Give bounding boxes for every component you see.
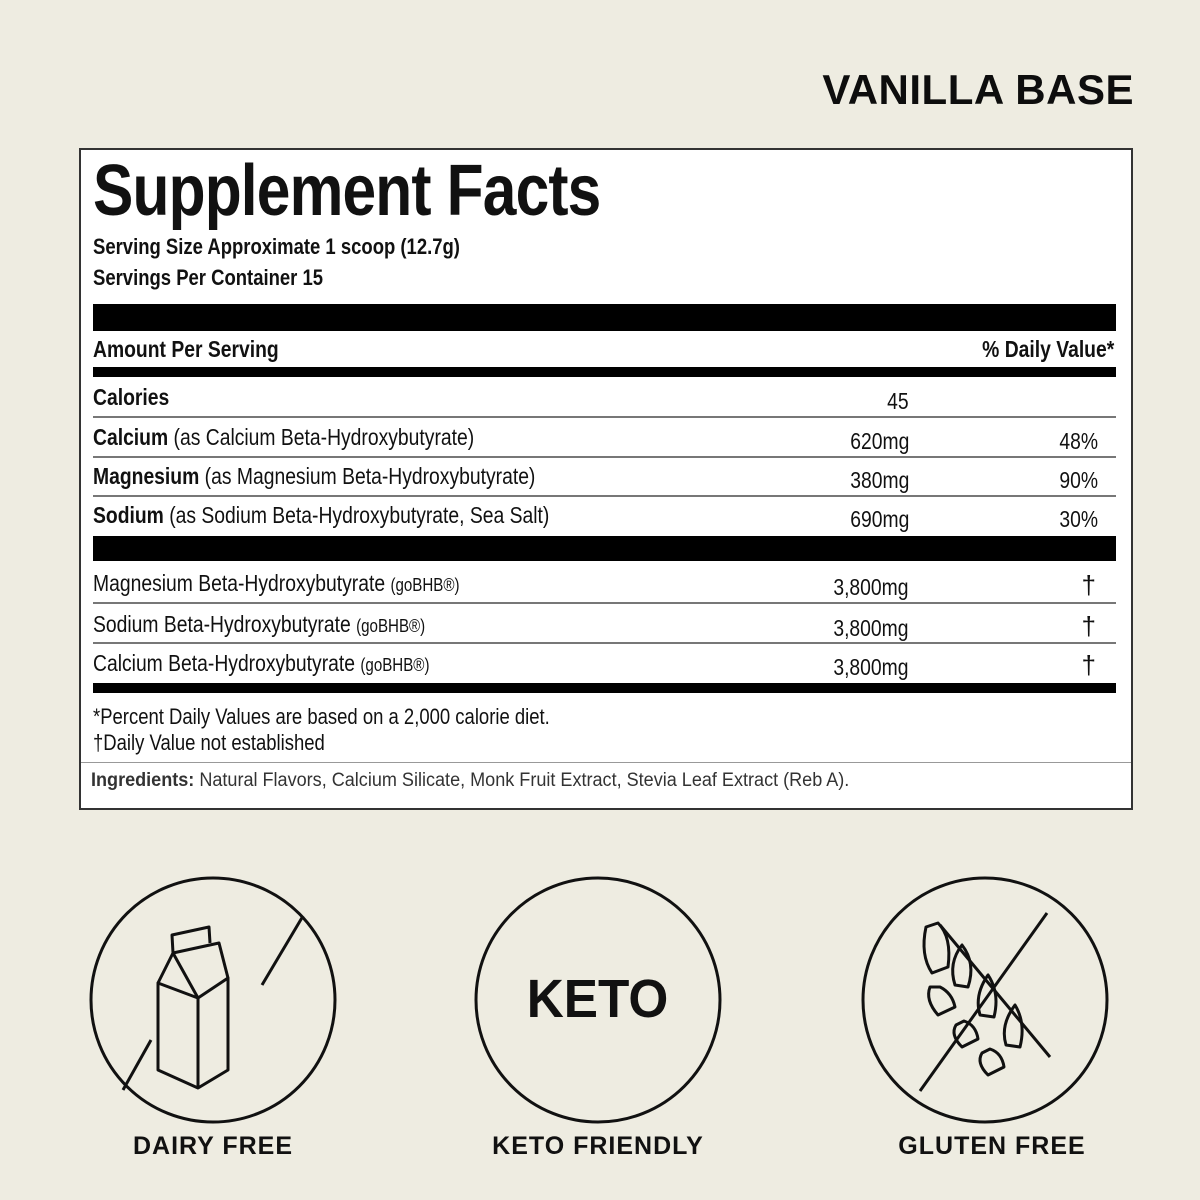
supplement-facts-panel: Supplement Facts Serving Size Approximat… [79, 148, 1133, 810]
divider-bar [93, 304, 1116, 331]
dairy-free-label: DAIRY FREE [132, 1132, 294, 1160]
nutrient-name: Magnesium [93, 463, 200, 489]
blend-brand: (goBHB®) [360, 655, 430, 675]
dagger-mark: † [1081, 611, 1096, 641]
keto-icon [474, 876, 722, 1124]
divider-bar [93, 367, 1116, 377]
divider-line [93, 456, 1116, 458]
milk-carton-crossed-icon [89, 876, 337, 1124]
blend-amount: 3,800mg [833, 574, 909, 600]
nutrient-row: Sodium (as Sodium Beta-Hydroxybutyrate, … [93, 502, 1116, 532]
gluten-free-label: GLUTEN FREE [898, 1132, 1086, 1160]
divider-line [93, 495, 1116, 497]
blend-amount: 3,800mg [833, 615, 909, 641]
dagger-mark: † [1081, 650, 1096, 680]
dagger-mark: † [1081, 570, 1096, 600]
flavor-title: VANILLA BASE [822, 66, 1134, 113]
wheat-crossed-icon [861, 876, 1109, 1124]
nutrient-name: Sodium [93, 502, 164, 528]
nutrient-row: Magnesium (as Magnesium Beta-Hydroxybuty… [93, 463, 1116, 493]
divider-line [81, 762, 1131, 763]
nutrient-dv: 48% [1059, 428, 1098, 454]
calories-amount: 45 [887, 388, 909, 414]
blend-row: Sodium Beta-Hydroxybutyrate (goBHB®) 3,8… [93, 611, 1116, 641]
divider-line [93, 642, 1116, 644]
blend-name: Magnesium Beta-Hydroxybutyrate [93, 570, 386, 596]
nutrient-amount: 380mg [849, 467, 909, 493]
footnote-not-established: †Daily Value not established [93, 730, 325, 755]
nutrient-amount: 690mg [849, 506, 909, 532]
nutrient-detail: (as Sodium Beta-Hydroxybutyrate, Sea Sal… [169, 502, 550, 528]
ingredients-text: Natural Flavors, Calcium Silicate, Monk … [199, 770, 850, 791]
serving-size: Serving Size Approximate 1 scoop (12.7g) [93, 234, 460, 259]
dv-header: % Daily Value* [981, 336, 1114, 362]
blend-row: Magnesium Beta-Hydroxybutyrate (goBHB®) … [93, 570, 1116, 600]
servings-per-container: Servings Per Container 15 [93, 265, 324, 290]
ingredients: Ingredients: Natural Flavors, Calcium Si… [91, 770, 889, 792]
divider-line [93, 416, 1116, 418]
calories-row: Calories 45 [93, 384, 1116, 414]
blend-brand: (goBHB®) [356, 616, 426, 636]
keto-text: KETO [527, 969, 669, 1029]
nutrient-amount: 620mg [849, 428, 909, 454]
nutrient-dv: 90% [1059, 467, 1098, 493]
nutrient-detail: (as Calcium Beta-Hydroxybutyrate) [173, 424, 475, 450]
blend-brand: (goBHB®) [390, 575, 460, 595]
nutrient-detail: (as Magnesium Beta-Hydroxybutyrate) [204, 463, 536, 489]
divider-bar [93, 683, 1116, 693]
nutrient-dv: 30% [1059, 506, 1098, 532]
blend-name: Sodium Beta-Hydroxybutyrate [93, 611, 351, 637]
blend-name: Calcium Beta-Hydroxybutyrate [93, 650, 356, 676]
panel-title: Supplement Facts [93, 151, 601, 231]
divider-bar [93, 536, 1116, 561]
footnote-daily-values: *Percent Daily Values are based on a 2,0… [93, 704, 550, 729]
calories-label: Calories [93, 384, 170, 410]
keto-friendly-label: KETO FRIENDLY [492, 1132, 704, 1160]
amount-header: Amount Per Serving [93, 336, 279, 362]
blend-row: Calcium Beta-Hydroxybutyrate (goBHB®) 3,… [93, 650, 1116, 680]
divider-line [93, 602, 1116, 604]
ingredients-label: Ingredients: [91, 770, 195, 791]
blend-amount: 3,800mg [833, 654, 909, 680]
header-row: Amount Per Serving % Daily Value* [93, 336, 1116, 366]
nutrient-row: Calcium (as Calcium Beta-Hydroxybutyrate… [93, 424, 1116, 454]
nutrient-name: Calcium [93, 424, 169, 450]
